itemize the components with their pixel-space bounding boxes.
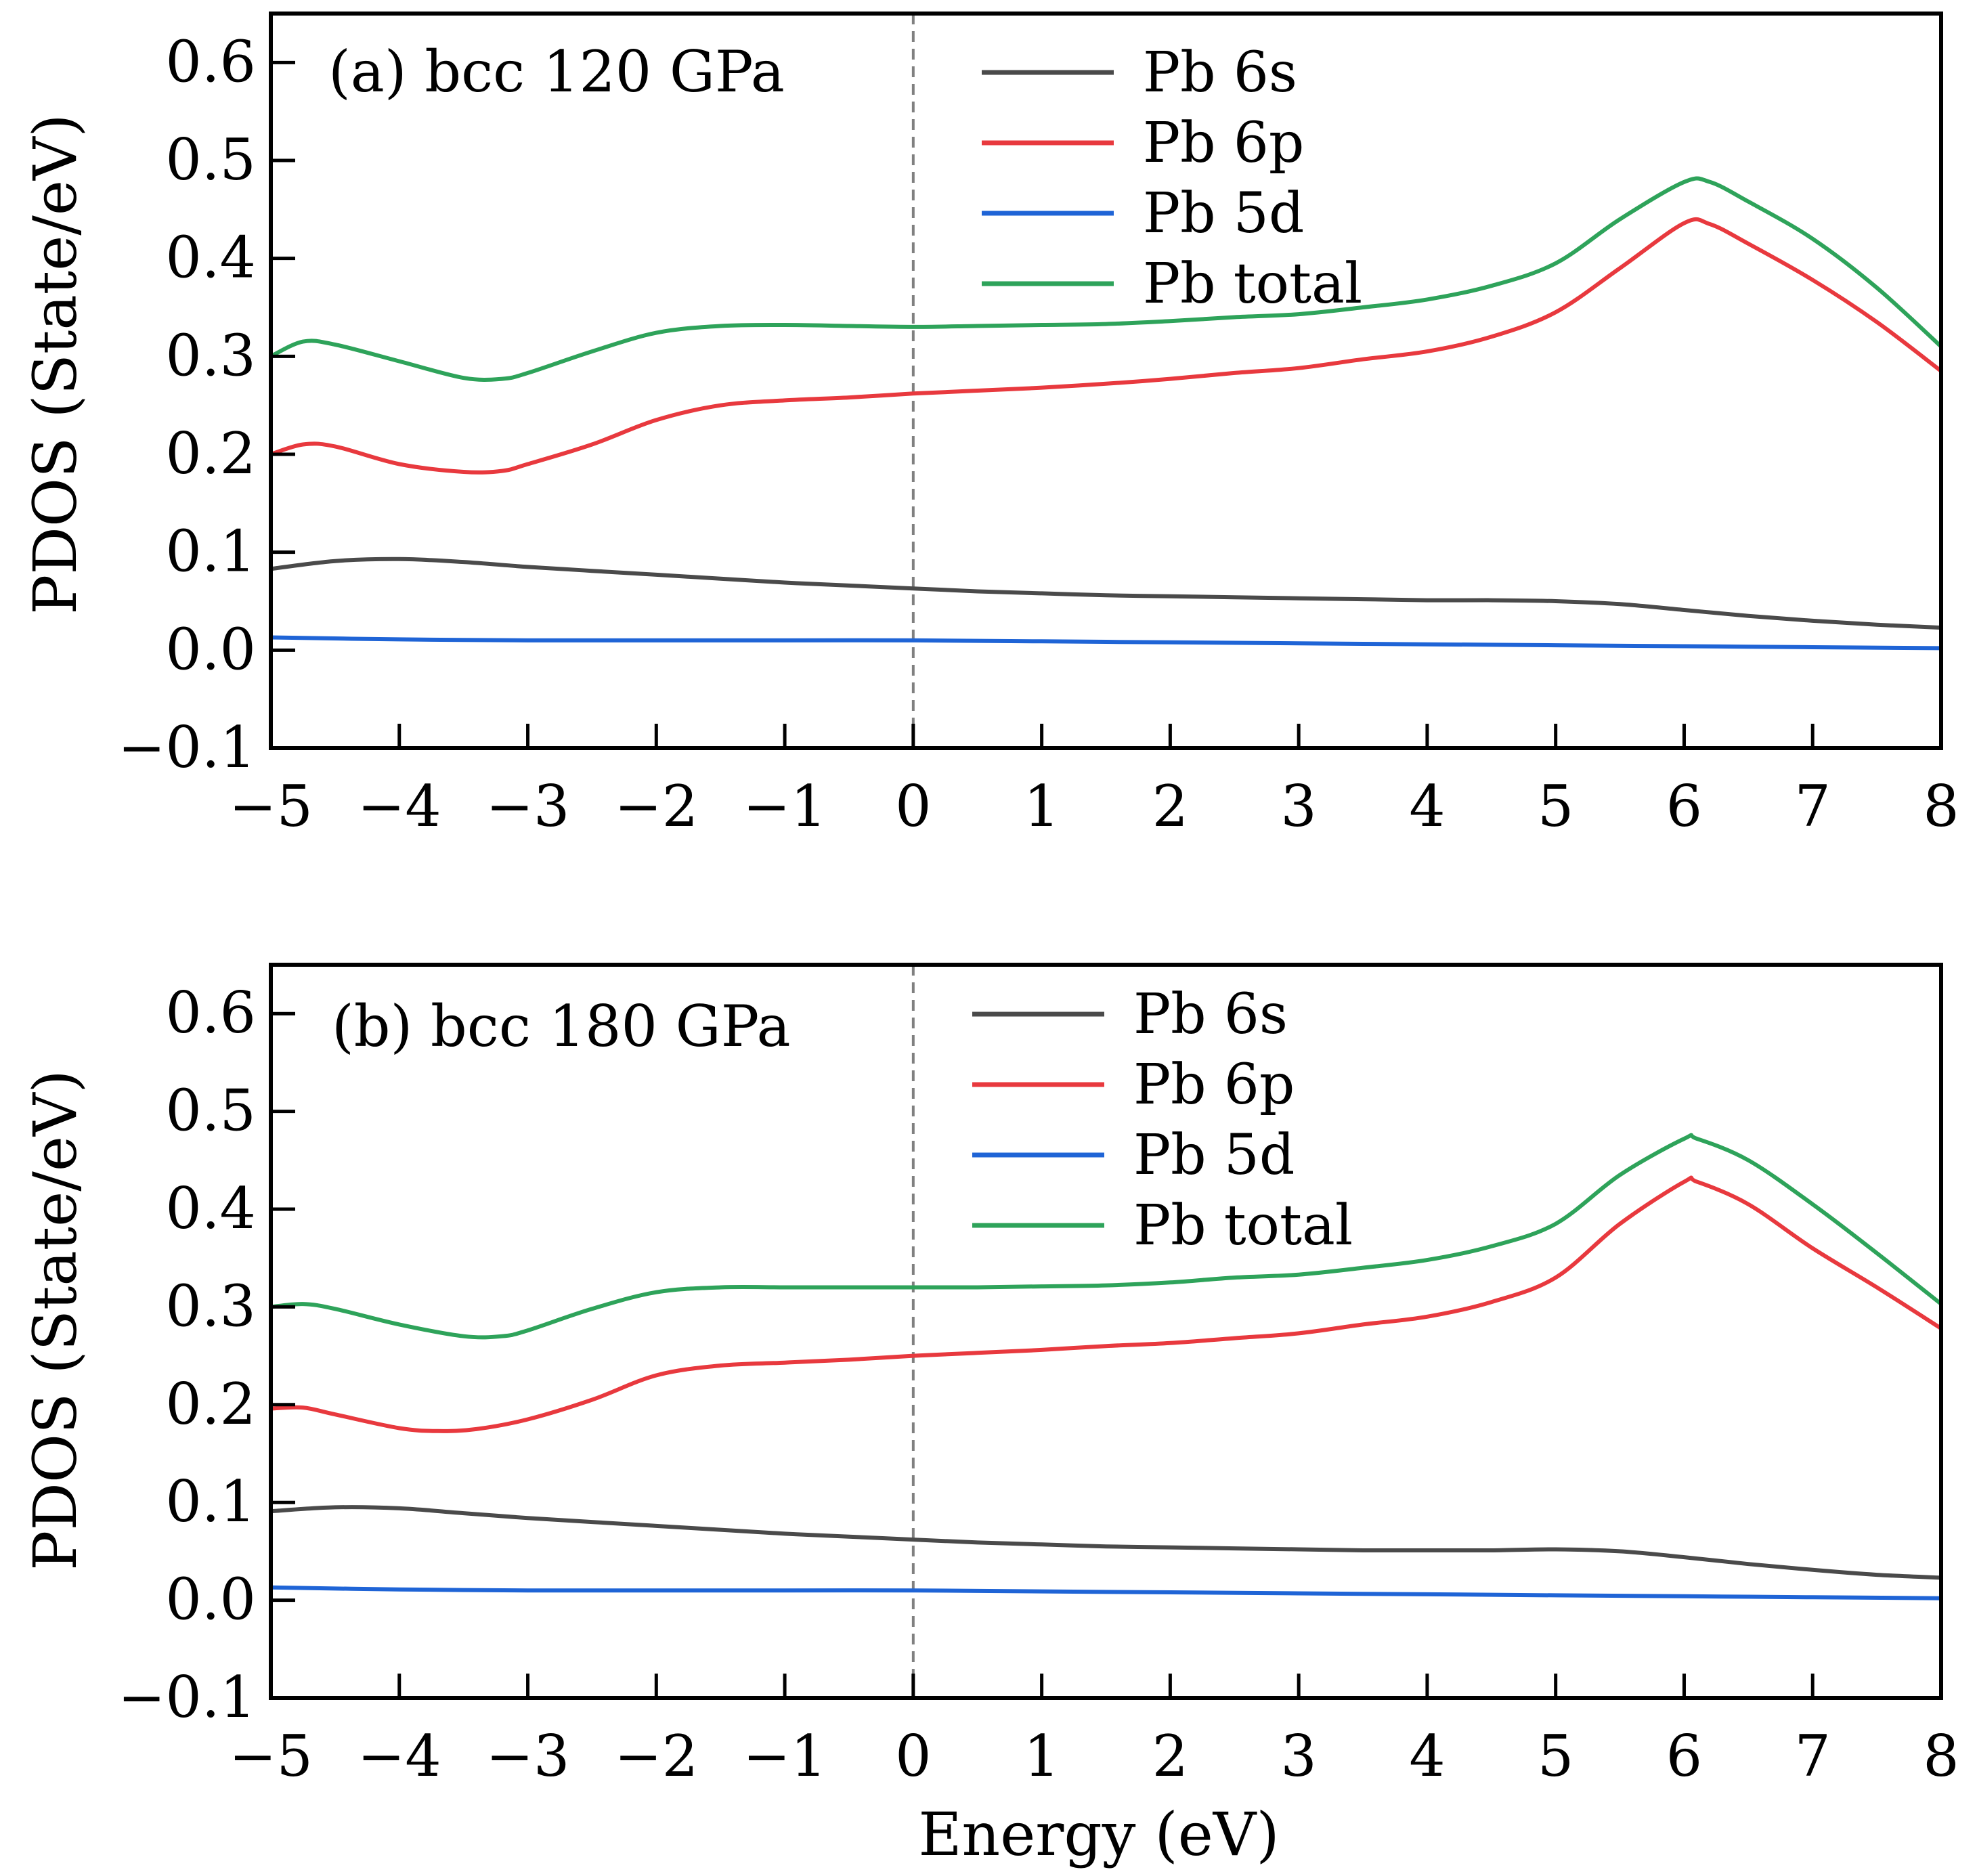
legend-label: Pb total — [1143, 252, 1362, 316]
y-axis-title-top: PDOS (State/eV) — [20, 114, 90, 615]
y-tick-label: 0.3 — [165, 1273, 256, 1339]
series-pb-6s — [271, 557, 1941, 630]
x-tick-label: 7 — [1795, 773, 1831, 839]
x-tick-label: −1 — [743, 773, 827, 839]
x-tick-label: 5 — [1538, 1723, 1573, 1789]
y-axis-title-bottom: PDOS (State/eV) — [20, 1070, 90, 1571]
y-tick-label: 0.0 — [165, 1567, 256, 1633]
y-tick-label: 0.6 — [165, 980, 256, 1046]
y-tick-label: −0.1 — [118, 714, 256, 781]
x-tick-label: 1 — [1024, 1723, 1060, 1789]
legend-label: Pb 6s — [1133, 982, 1288, 1047]
y-tick-label: 0.6 — [165, 28, 256, 95]
x-tick-label: 3 — [1280, 773, 1316, 839]
x-tick-label: 0 — [895, 1723, 931, 1789]
y-tick-label: −0.1 — [118, 1664, 256, 1730]
x-tick-label: 2 — [1152, 773, 1188, 839]
x-tick-label: 7 — [1795, 1723, 1831, 1789]
x-tick-label: −3 — [486, 773, 570, 839]
y-tick-label: 0.1 — [165, 519, 256, 585]
x-tick-label: −2 — [614, 773, 698, 839]
y-tick-label: 0.5 — [165, 127, 256, 193]
series-pb-6p — [271, 1175, 1941, 1433]
x-tick-label: −2 — [614, 1723, 698, 1789]
y-tick-label: 0.0 — [165, 616, 256, 682]
x-tick-label: −1 — [743, 1723, 827, 1789]
legend-label: Pb total — [1133, 1194, 1353, 1258]
series-pb-6p — [271, 217, 1941, 475]
y-tick-label: 0.5 — [165, 1078, 256, 1144]
legend-label: Pb 5d — [1133, 1123, 1295, 1187]
x-tick-label: 0 — [895, 773, 931, 839]
panel-a: −5 −4 −3 −2 −1 0 1 2 3 4 5 6 7 8 −0.1 0.0 0.1 0.2 0.3 0.4 0.… — [118, 12, 1959, 839]
legend-label: Pb 6p — [1143, 111, 1304, 175]
x-tick-label: 2 — [1152, 1723, 1188, 1789]
series-pb-5d — [271, 1585, 1941, 1600]
y-tick-label: 0.3 — [165, 322, 256, 389]
series-pb-total — [271, 176, 1941, 382]
plot-area — [271, 176, 1941, 651]
x-tick-label: 6 — [1666, 1723, 1702, 1789]
axes-frame — [269, 12, 1943, 750]
x-tick-label: −3 — [486, 1723, 570, 1789]
x-tick-label: 8 — [1923, 773, 1959, 839]
legend-label: Pb 6p — [1133, 1053, 1295, 1117]
x-tick-label: −4 — [357, 1723, 441, 1789]
x-tick-label: 4 — [1409, 1723, 1445, 1789]
axes-frame — [269, 963, 1943, 1700]
x-axis-title: Energy (eV) — [918, 1799, 1279, 1869]
y-tick-label: 0.4 — [165, 225, 256, 291]
x-tick-label: −5 — [229, 773, 313, 839]
panel-title: (b) bcc 180 GPa — [332, 993, 791, 1060]
series-pb-6s — [271, 1505, 1941, 1580]
x-tick-label: 6 — [1666, 773, 1702, 839]
series-pb-total — [271, 1133, 1941, 1340]
x-tick-label: 3 — [1280, 1723, 1316, 1789]
x-tick-label: 8 — [1923, 1723, 1959, 1789]
y-tick-label: 0.4 — [165, 1175, 256, 1242]
panel-b: −5 −4 −3 −2 −1 0 1 2 3 4 5 6 7 8 −0.1 0.0 0.1 0.2 0.3 0.4 0.… — [118, 963, 1959, 1789]
y-tick-label: 0.2 — [165, 420, 256, 487]
series-pb-5d — [271, 635, 1941, 651]
legend-label: Pb 6s — [1143, 41, 1297, 105]
x-tick-label: 4 — [1409, 773, 1445, 839]
plot-area — [271, 1133, 1941, 1600]
legend-label: Pb 5d — [1143, 181, 1304, 246]
x-tick-label: −5 — [229, 1723, 313, 1789]
y-tick-label: 0.1 — [165, 1468, 256, 1535]
panel-title: (a) bcc 120 GPa — [328, 39, 785, 105]
x-tick-label: −4 — [357, 773, 441, 839]
x-tick-label: 5 — [1538, 773, 1573, 839]
y-tick-label: 0.2 — [165, 1371, 256, 1437]
x-tick-label: 1 — [1024, 773, 1060, 839]
